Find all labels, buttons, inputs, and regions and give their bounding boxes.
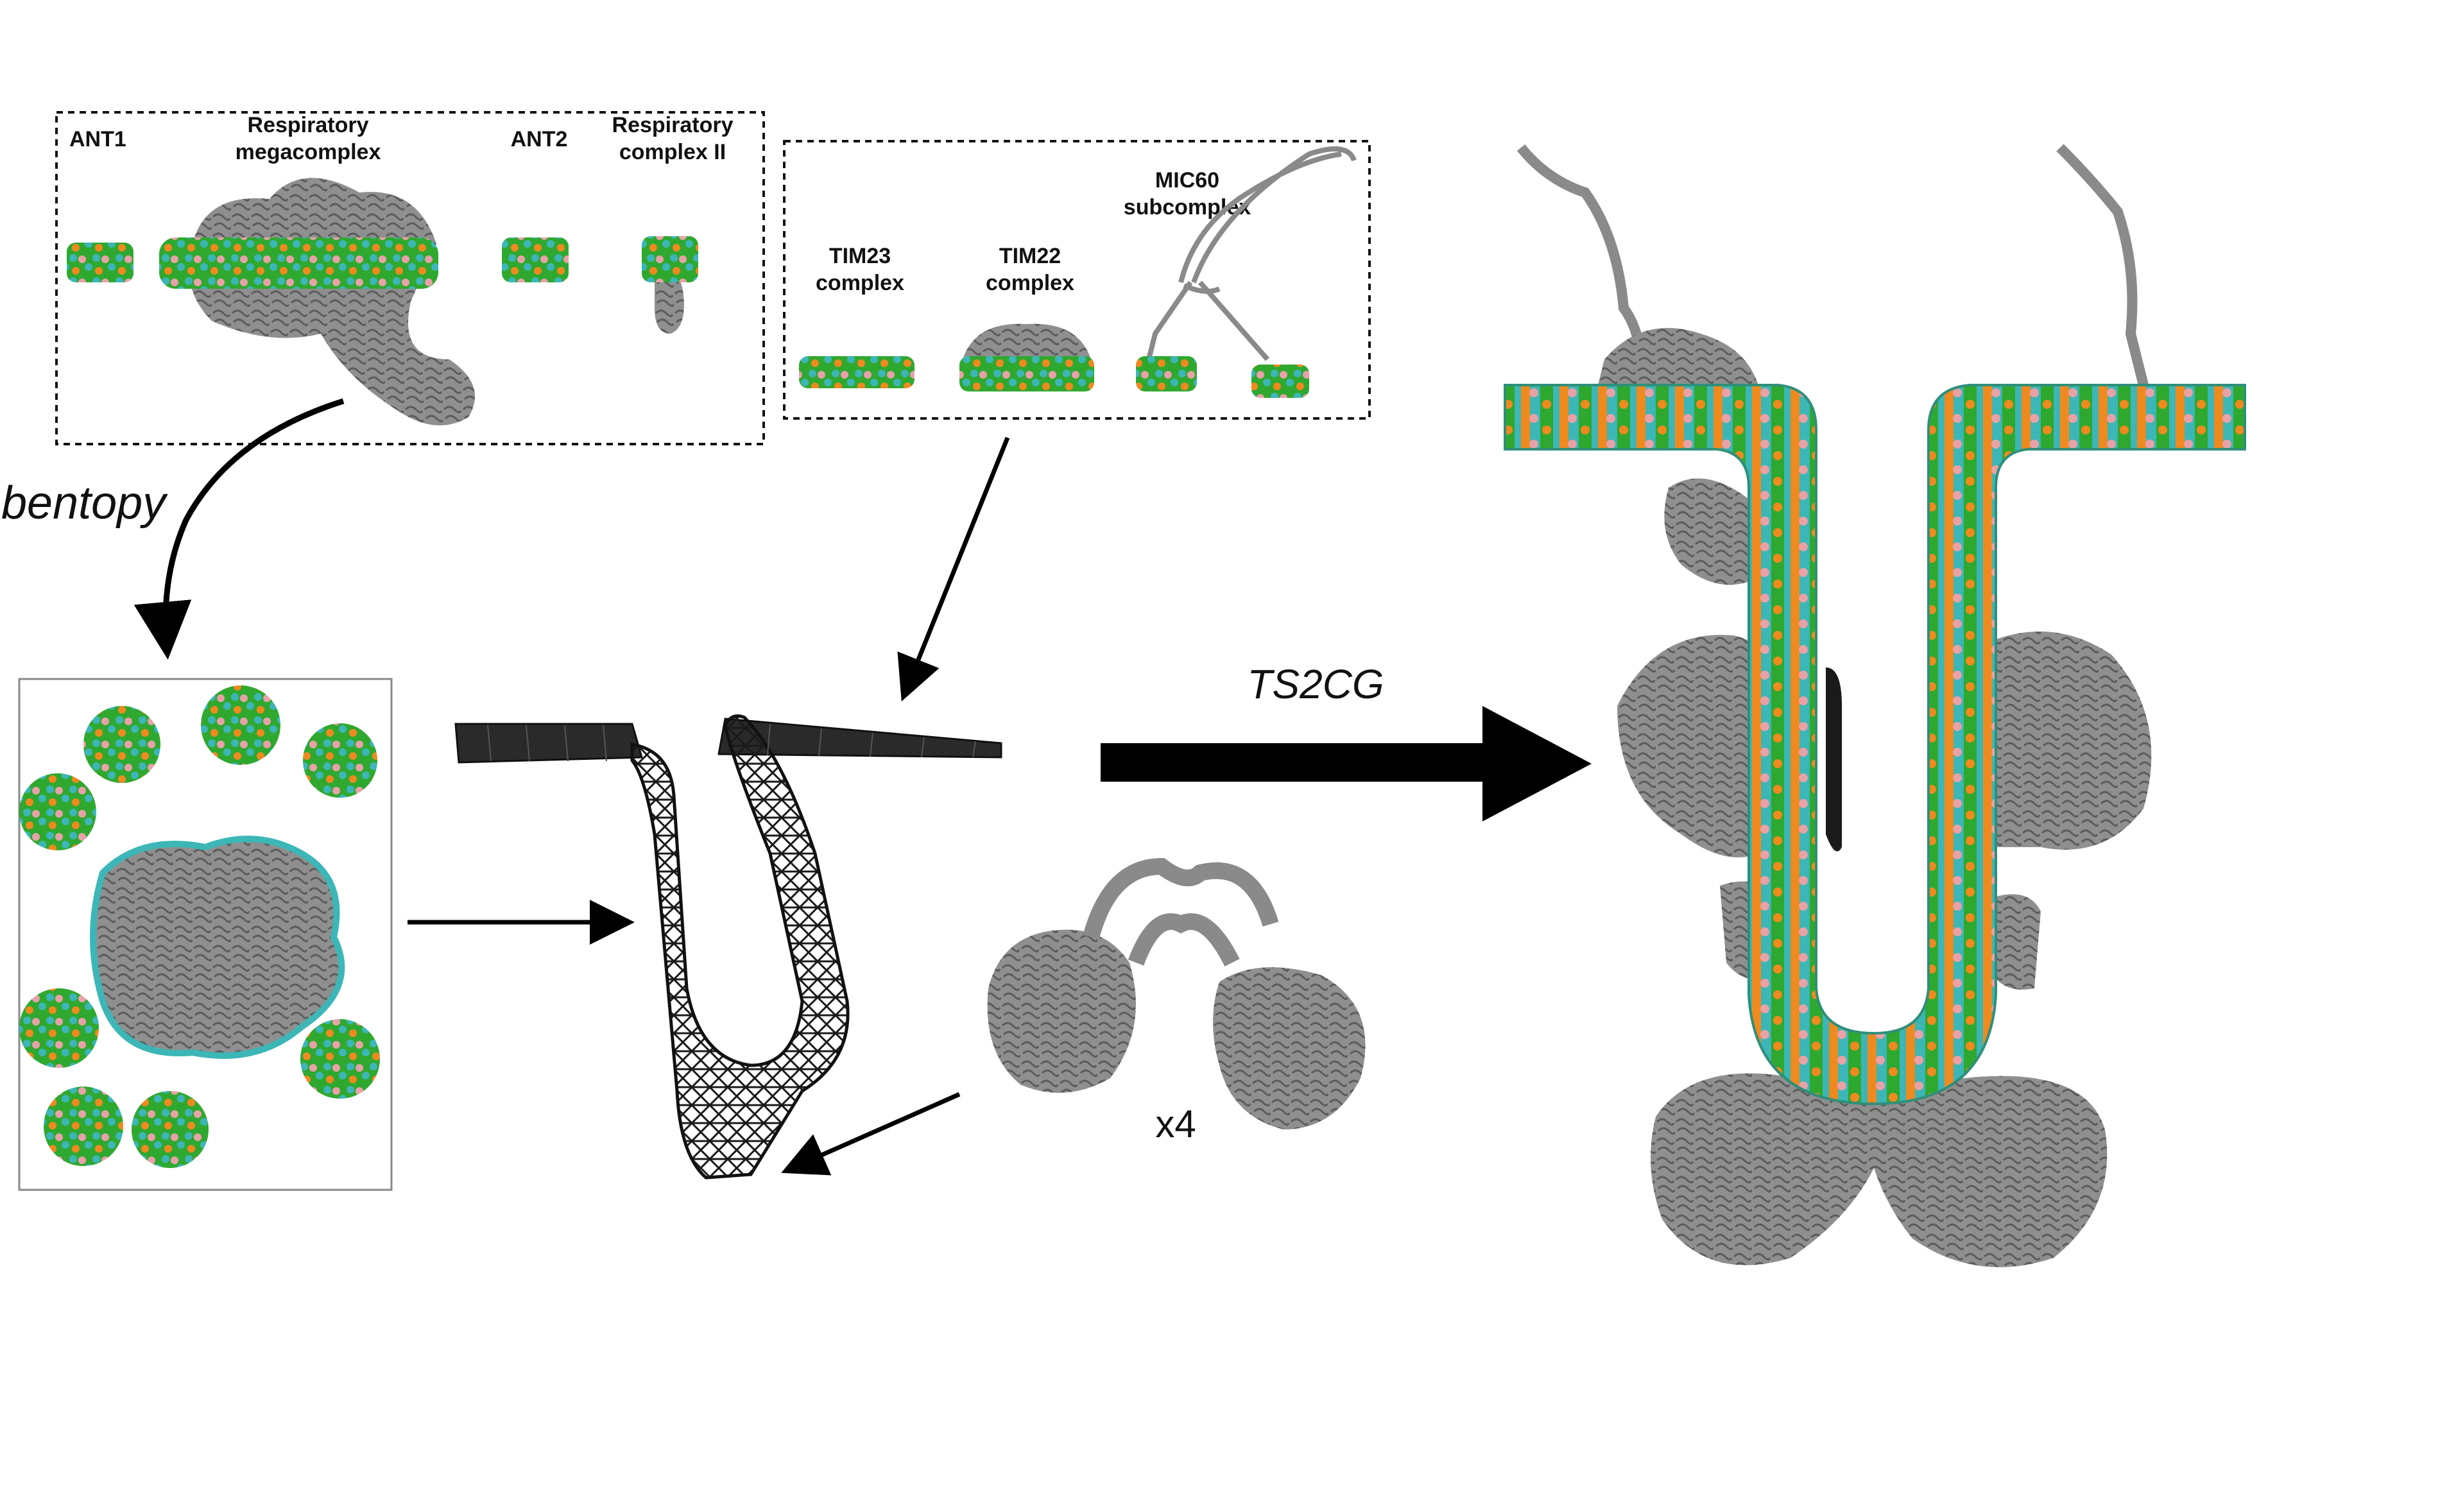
arrow-mic60-to-mesh xyxy=(781,1092,961,1176)
panel-import-complexes: TIM23 complex TIM22 complex MIC60 subcom… xyxy=(783,140,1371,420)
label-respiratory-complex-ii-line2: complex II xyxy=(619,140,726,164)
packed-protein xyxy=(44,1087,123,1166)
ant2-structure xyxy=(502,237,569,282)
membrane-u-shape xyxy=(1504,384,2246,1106)
label-tim22-line2: complex xyxy=(986,271,1074,295)
mic60-arms xyxy=(1083,857,1279,966)
packed-protein xyxy=(300,1019,380,1099)
label-respiratory-megacomplex-line2: megacomplex xyxy=(236,140,381,164)
label-tim23-line1: TIM23 xyxy=(829,244,891,268)
respiratory-complex-ii-structure xyxy=(642,236,698,334)
packed-protein xyxy=(201,685,280,765)
packed-protein xyxy=(303,723,377,798)
mesh-flat-lines xyxy=(487,723,976,762)
panel-membrane-proteins: ANT1 Respiratory megacomplex ANT2 Respir… xyxy=(55,111,765,445)
mic60-oligomer: x4 xyxy=(987,857,1366,1146)
label-respiratory-complex-ii-line1: Respiratory xyxy=(612,113,734,137)
packed-protein xyxy=(19,988,99,1068)
label-tim22-line1: TIM22 xyxy=(999,244,1061,268)
protein-cluster-right-middle xyxy=(1989,631,2152,850)
packed-protein xyxy=(19,773,96,850)
respiratory-megacomplex-structure xyxy=(159,178,475,425)
bentopy-arrow: bentopy xyxy=(1,398,345,660)
membrane-inner-gap xyxy=(1826,667,1842,852)
ts2cg-arrow-shape xyxy=(1101,706,1592,821)
mesh-right-flat xyxy=(717,717,1002,759)
ts2cg-arrow: TS2CG xyxy=(1101,661,1592,821)
protein-cluster-left-upper xyxy=(1664,478,1758,585)
label-ts2cg: TS2CG xyxy=(1247,661,1384,707)
packed-protein xyxy=(83,706,160,783)
packed-membrane-box xyxy=(18,678,393,1191)
label-ant1: ANT1 xyxy=(69,127,126,151)
mic60-right-lobe xyxy=(1213,967,1366,1130)
mic60-tether-right xyxy=(2056,144,2149,386)
label-bentopy: bentopy xyxy=(1,477,168,529)
triangulated-mesh xyxy=(454,714,1002,1180)
label-respiratory-megacomplex-line1: Respiratory xyxy=(248,113,369,137)
panel-frame xyxy=(783,140,1371,420)
protein-cluster-left-middle xyxy=(1617,635,1771,857)
mesh-left-flat xyxy=(454,723,643,764)
mic60-left-lobe xyxy=(987,929,1136,1093)
protein-cluster-right-lower xyxy=(1989,894,2041,990)
crista-model xyxy=(1504,144,2246,1267)
label-mic60-line1: MIC60 xyxy=(1155,168,1219,193)
protein-cluster-bottom xyxy=(1651,1073,2108,1267)
protein-cluster-top xyxy=(1598,328,1758,385)
mic60-membrane-right xyxy=(1251,365,1309,398)
mic60-structure xyxy=(1146,146,1357,361)
tim23-structure xyxy=(799,356,915,388)
ant1-structure xyxy=(67,243,133,282)
arrow-import-to-mesh xyxy=(897,436,1010,701)
mic60-membrane-left xyxy=(1136,356,1197,391)
mesh-u-shape xyxy=(630,714,850,1180)
panel-frame xyxy=(55,111,765,445)
label-multiplier: x4 xyxy=(1155,1103,1196,1146)
label-ant2: ANT2 xyxy=(511,127,568,151)
packed-megacomplex xyxy=(90,836,345,1059)
tim22-structure xyxy=(959,323,1094,391)
packed-protein xyxy=(132,1091,209,1168)
label-tim23-line2: complex xyxy=(816,271,904,295)
